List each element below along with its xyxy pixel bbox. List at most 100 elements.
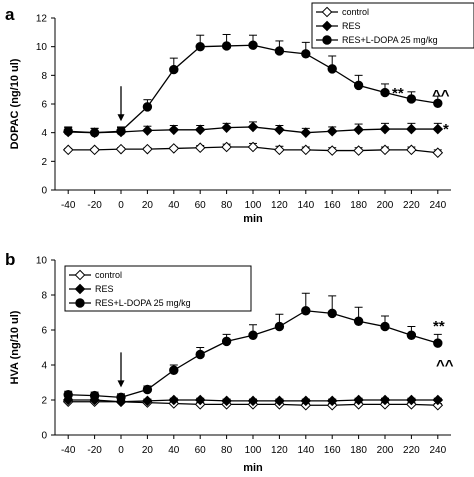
x-tick-label: -40 bbox=[61, 445, 76, 456]
legend-swatch-marker bbox=[321, 20, 333, 32]
x-axis-title: min bbox=[243, 462, 263, 474]
data-point bbox=[168, 394, 180, 406]
x-tick-label: 40 bbox=[168, 200, 180, 211]
data-point bbox=[168, 143, 180, 154]
x-tick-label: 220 bbox=[403, 445, 420, 456]
x-tick-label: 80 bbox=[221, 445, 233, 456]
data-point bbox=[142, 143, 153, 155]
data-point bbox=[194, 394, 206, 406]
series-filled-circle bbox=[63, 292, 443, 403]
data-point bbox=[247, 141, 259, 153]
data-point bbox=[300, 144, 312, 156]
data-point bbox=[169, 64, 179, 75]
data-point bbox=[195, 349, 205, 360]
x-tick-label: 60 bbox=[195, 445, 207, 456]
data-point bbox=[247, 395, 259, 407]
y-tick-label: 6 bbox=[41, 326, 47, 337]
data-point bbox=[274, 144, 285, 156]
x-tick-label: 80 bbox=[221, 200, 233, 211]
x-tick-label: 180 bbox=[350, 445, 367, 456]
data-point bbox=[300, 127, 312, 138]
data-point bbox=[406, 330, 417, 340]
legend-label: control bbox=[95, 270, 122, 280]
data-point bbox=[89, 144, 100, 156]
significance-annotation: ^^ bbox=[436, 357, 454, 374]
x-tick-label: -40 bbox=[61, 200, 76, 211]
y-tick-label: 8 bbox=[41, 71, 47, 82]
arrow-head bbox=[117, 114, 125, 122]
legend-swatch-marker bbox=[321, 6, 333, 18]
x-tick-label: 40 bbox=[168, 445, 180, 456]
data-point bbox=[142, 384, 153, 395]
y-tick-label: 4 bbox=[41, 128, 47, 139]
series-filled-circle bbox=[63, 33, 443, 138]
y-tick-label: 0 bbox=[41, 186, 47, 197]
data-point bbox=[274, 321, 285, 332]
data-point bbox=[194, 142, 206, 154]
data-point bbox=[433, 98, 443, 108]
x-tick-label: 60 bbox=[195, 200, 207, 211]
y-axis-title: DOPAC (ng/10 ul) bbox=[9, 58, 21, 149]
data-point bbox=[379, 394, 391, 406]
data-point bbox=[432, 123, 444, 135]
data-point bbox=[353, 80, 364, 91]
x-tick-label: 0 bbox=[118, 200, 124, 211]
data-point bbox=[379, 123, 391, 135]
legend: control RES RES+L-DOPA 25 mg/kg bbox=[64, 265, 252, 312]
x-tick-label: 20 bbox=[142, 445, 154, 456]
arrow-head bbox=[117, 380, 125, 388]
data-point bbox=[221, 141, 232, 153]
x-tick-label: 220 bbox=[403, 200, 420, 211]
legend-swatch-marker bbox=[75, 298, 85, 308]
legend-box bbox=[64, 265, 252, 312]
data-point bbox=[327, 308, 337, 319]
data-point bbox=[406, 123, 417, 135]
y-tick-label: 0 bbox=[41, 431, 47, 442]
legend-label: RES bbox=[95, 284, 114, 294]
series-filled-diamond bbox=[62, 394, 444, 408]
data-point bbox=[221, 41, 232, 51]
y-tick-label: 8 bbox=[41, 291, 47, 302]
significance-annotation: * bbox=[443, 121, 449, 138]
data-point bbox=[142, 395, 153, 407]
data-point bbox=[406, 94, 417, 104]
x-tick-label: -20 bbox=[87, 200, 102, 211]
x-tick-label: 120 bbox=[271, 200, 288, 211]
chart-panel-a: a 0 2 4 6 8 10 12 -40 -20 0 20 40 60 80 100 120 140 160 180… bbox=[5, 2, 474, 225]
data-point bbox=[221, 336, 232, 347]
y-tick-label: 10 bbox=[36, 256, 48, 267]
x-tick-label: 240 bbox=[429, 445, 446, 456]
data-point bbox=[406, 394, 417, 406]
x-tick-label: 0 bbox=[118, 445, 124, 456]
x-tick-label: 240 bbox=[429, 200, 446, 211]
y-tick-label: 12 bbox=[36, 14, 48, 25]
x-tick-label: 120 bbox=[271, 445, 288, 456]
data-point bbox=[248, 330, 258, 340]
series-open-diamond bbox=[62, 141, 444, 159]
legend-label: control bbox=[342, 7, 369, 17]
legend-label: RES+L-DOPA 25 mg/kg bbox=[95, 298, 191, 308]
data-point bbox=[221, 395, 232, 407]
legend-box bbox=[311, 2, 474, 49]
panel-letter: a bbox=[5, 5, 15, 24]
data-point bbox=[379, 144, 391, 156]
x-axis-title: min bbox=[243, 213, 263, 225]
legend-label: RES bbox=[342, 21, 361, 31]
data-point bbox=[433, 338, 443, 348]
data-point bbox=[142, 102, 153, 112]
x-tick-label: 160 bbox=[324, 200, 341, 211]
data-point bbox=[353, 316, 364, 326]
data-point bbox=[248, 40, 258, 50]
data-point bbox=[432, 147, 444, 159]
data-point bbox=[62, 144, 74, 156]
data-point bbox=[353, 394, 364, 406]
chart-panel-b: b 0 2 4 6 8 10 -40 -20 0 20 40 60 80 100 120 140 160 180 20… bbox=[5, 250, 454, 474]
legend-swatch-marker bbox=[74, 283, 86, 295]
data-point bbox=[301, 306, 311, 316]
data-point bbox=[300, 395, 312, 407]
data-point bbox=[326, 125, 338, 137]
data-point bbox=[326, 395, 338, 407]
legend-swatch-marker bbox=[322, 35, 332, 45]
panel-letter: b bbox=[5, 250, 15, 269]
x-tick-label: 140 bbox=[297, 445, 314, 456]
